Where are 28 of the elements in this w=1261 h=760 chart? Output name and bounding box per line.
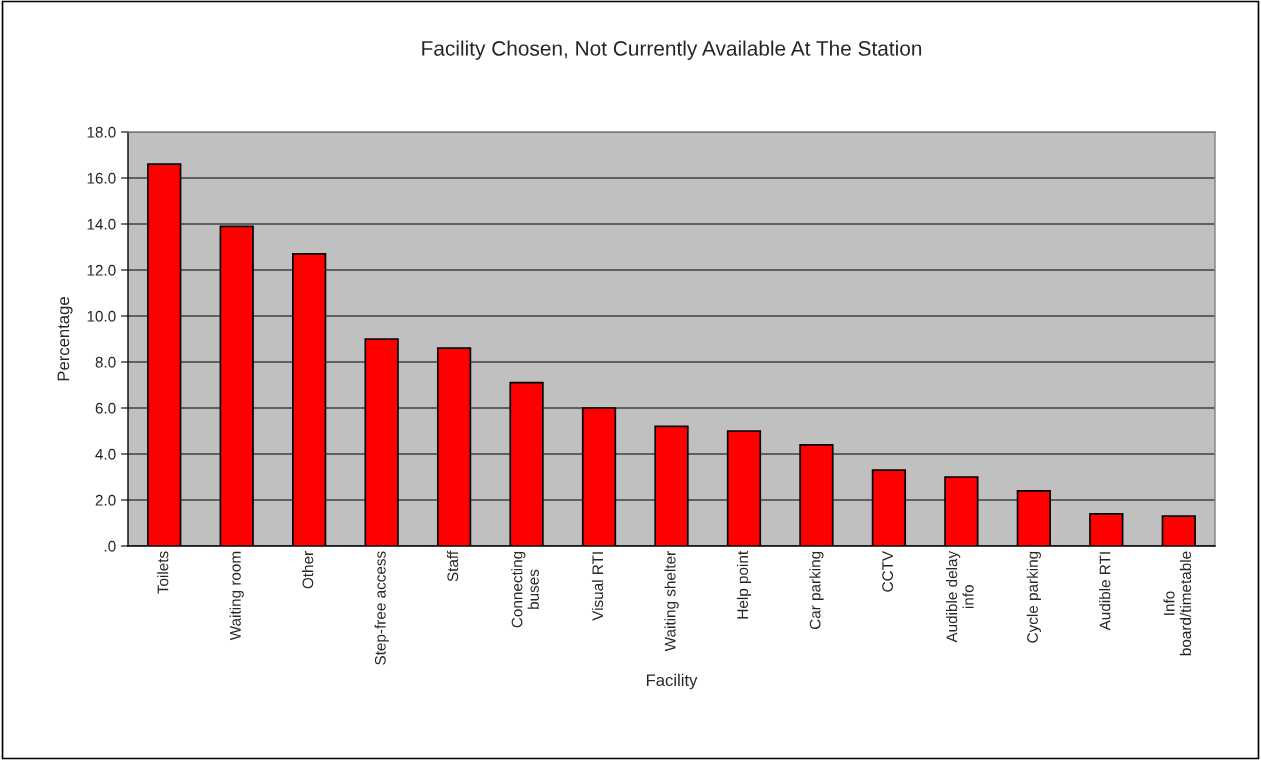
y-tick-label: .0 <box>104 540 116 552</box>
x-tick-label: Waiting room <box>229 551 244 641</box>
x-tick-label: Audible RTI <box>1099 552 1111 631</box>
x-tick-label: Staff <box>447 550 459 582</box>
x-tick-label: Info board/timetable <box>1163 551 1192 656</box>
y-tick-label: 18.0 <box>87 126 116 138</box>
x-tick-label: Cycle parking <box>1026 551 1041 643</box>
x-tick-label: Help point <box>736 550 752 619</box>
x-tick-label: CCTV <box>882 550 893 592</box>
x-tick-label: Connecting buses <box>511 551 539 628</box>
y-tick-label: 14.0 <box>87 218 116 230</box>
y-tick-label: 2.0 <box>95 494 116 506</box>
y-tick-label: 6.0 <box>95 402 116 414</box>
chart-title: Facility Chosen, Not Currently Available At The Station <box>422 40 922 60</box>
x-tick-label: Car parking <box>809 551 824 630</box>
y-axis-title: Percentage <box>57 297 73 381</box>
x-tick-label: Visual RTI <box>591 552 604 621</box>
y-tick-label: 12.0 <box>87 264 116 276</box>
x-tick-label: Other <box>302 551 314 589</box>
x-tick-label: Step-free access <box>374 551 389 665</box>
y-tick-label: 16.0 <box>87 172 116 184</box>
x-tick-label: Toilets <box>157 551 169 594</box>
x-tick-label: Audible delay info <box>946 550 974 643</box>
x-axis-title: Facility <box>646 673 698 690</box>
x-tick-label: Waiting shelter <box>664 551 679 652</box>
y-tick-label: 10.0 <box>87 310 116 322</box>
y-tick-label: 4.0 <box>95 448 116 460</box>
y-tick-label: 8.0 <box>95 356 116 368</box>
